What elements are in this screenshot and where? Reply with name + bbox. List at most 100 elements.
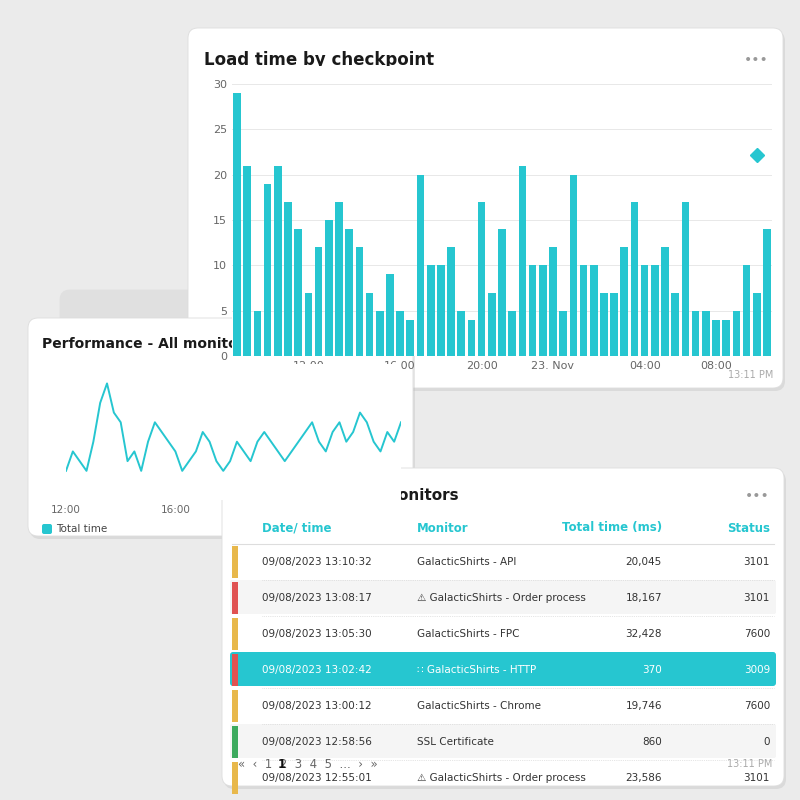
- FancyBboxPatch shape: [30, 321, 415, 539]
- Bar: [518, 166, 526, 356]
- Bar: [427, 266, 434, 356]
- Bar: [488, 293, 496, 356]
- Text: 09/08/2023 12:58:56: 09/08/2023 12:58:56: [262, 737, 372, 747]
- Text: Date/ time: Date/ time: [262, 522, 331, 534]
- Bar: [570, 174, 577, 356]
- Bar: [417, 174, 424, 356]
- Bar: [600, 293, 608, 356]
- Bar: [335, 202, 343, 356]
- Text: 3101: 3101: [744, 557, 770, 567]
- Bar: [284, 202, 292, 356]
- Bar: [671, 293, 679, 356]
- Text: 7600: 7600: [744, 629, 770, 639]
- Text: 20,045: 20,045: [626, 557, 662, 567]
- Bar: [712, 320, 720, 356]
- Text: GalacticShirts - API: GalacticShirts - API: [417, 557, 516, 567]
- Bar: [243, 166, 251, 356]
- FancyBboxPatch shape: [28, 318, 413, 536]
- Bar: [682, 202, 690, 356]
- Text: 32,428: 32,428: [626, 629, 662, 639]
- FancyBboxPatch shape: [224, 471, 786, 789]
- Bar: [406, 320, 414, 356]
- Bar: [692, 310, 699, 356]
- Bar: [610, 293, 618, 356]
- Bar: [232, 690, 238, 722]
- FancyBboxPatch shape: [42, 524, 52, 534]
- Bar: [294, 229, 302, 356]
- Text: 1: 1: [278, 758, 286, 770]
- Text: 18,167: 18,167: [626, 593, 662, 603]
- Bar: [232, 726, 238, 758]
- Bar: [498, 229, 506, 356]
- FancyBboxPatch shape: [230, 724, 776, 758]
- Text: ⚠ GalacticShirts - Order process: ⚠ GalacticShirts - Order process: [417, 773, 586, 783]
- FancyBboxPatch shape: [230, 580, 776, 614]
- Text: 13:11 PM: 13:11 PM: [726, 759, 772, 769]
- Text: 0: 0: [763, 737, 770, 747]
- Text: Status: Status: [727, 522, 770, 534]
- Bar: [314, 247, 322, 356]
- Bar: [232, 546, 238, 578]
- Text: ∷ GalacticShirts - HTTP: ∷ GalacticShirts - HTTP: [417, 665, 536, 675]
- Bar: [458, 310, 465, 356]
- Bar: [305, 293, 312, 356]
- Text: 19,746: 19,746: [626, 701, 662, 711]
- Bar: [529, 266, 536, 356]
- Bar: [508, 310, 516, 356]
- Bar: [346, 229, 353, 356]
- Bar: [733, 310, 740, 356]
- Text: 09/08/2023 12:55:01: 09/08/2023 12:55:01: [262, 773, 372, 783]
- Text: GalacticShirts - Chrome: GalacticShirts - Chrome: [417, 701, 541, 711]
- Text: 3101: 3101: [744, 773, 770, 783]
- Bar: [549, 247, 557, 356]
- Text: 13:11 PM: 13:11 PM: [728, 370, 773, 380]
- Text: 3009: 3009: [744, 665, 770, 675]
- Text: 860: 860: [642, 737, 662, 747]
- Text: 09/08/2023 13:02:42: 09/08/2023 13:02:42: [262, 665, 372, 675]
- Bar: [559, 310, 567, 356]
- Bar: [325, 220, 333, 356]
- FancyBboxPatch shape: [188, 28, 783, 388]
- Text: •••: •••: [374, 337, 399, 351]
- Bar: [539, 266, 546, 356]
- Bar: [661, 247, 669, 356]
- Bar: [630, 202, 638, 356]
- Bar: [234, 93, 241, 356]
- Bar: [254, 310, 262, 356]
- Bar: [478, 202, 486, 356]
- Bar: [651, 266, 658, 356]
- Text: SSL Certificate: SSL Certificate: [417, 737, 494, 747]
- Bar: [641, 266, 649, 356]
- FancyBboxPatch shape: [60, 290, 220, 530]
- Text: 23,586: 23,586: [626, 773, 662, 783]
- Bar: [355, 247, 363, 356]
- Bar: [386, 274, 394, 356]
- Bar: [274, 166, 282, 356]
- Text: Monitor: Monitor: [417, 522, 469, 534]
- Bar: [437, 266, 445, 356]
- Text: 7600: 7600: [744, 701, 770, 711]
- Bar: [232, 654, 238, 686]
- Text: GalacticShirts - FPC: GalacticShirts - FPC: [417, 629, 519, 639]
- Bar: [232, 618, 238, 650]
- Text: 09/08/2023 13:08:17: 09/08/2023 13:08:17: [262, 593, 372, 603]
- Bar: [702, 310, 710, 356]
- Bar: [753, 293, 761, 356]
- Text: 3101: 3101: [744, 593, 770, 603]
- FancyBboxPatch shape: [230, 652, 776, 686]
- Text: 370: 370: [642, 665, 662, 675]
- Text: Total time: Total time: [56, 524, 107, 534]
- Bar: [447, 247, 455, 356]
- Bar: [722, 320, 730, 356]
- Text: Performance - All monitors: Performance - All monitors: [42, 337, 253, 351]
- Text: Last checks - All monitors: Last checks - All monitors: [238, 489, 458, 503]
- Bar: [264, 184, 271, 356]
- Bar: [590, 266, 598, 356]
- Text: •••: •••: [746, 489, 770, 503]
- Bar: [742, 266, 750, 356]
- Text: 09/08/2023 13:05:30: 09/08/2023 13:05:30: [262, 629, 372, 639]
- Text: Load time by checkpoint: Load time by checkpoint: [204, 51, 434, 69]
- Bar: [376, 310, 383, 356]
- FancyBboxPatch shape: [190, 31, 785, 391]
- Bar: [232, 762, 238, 794]
